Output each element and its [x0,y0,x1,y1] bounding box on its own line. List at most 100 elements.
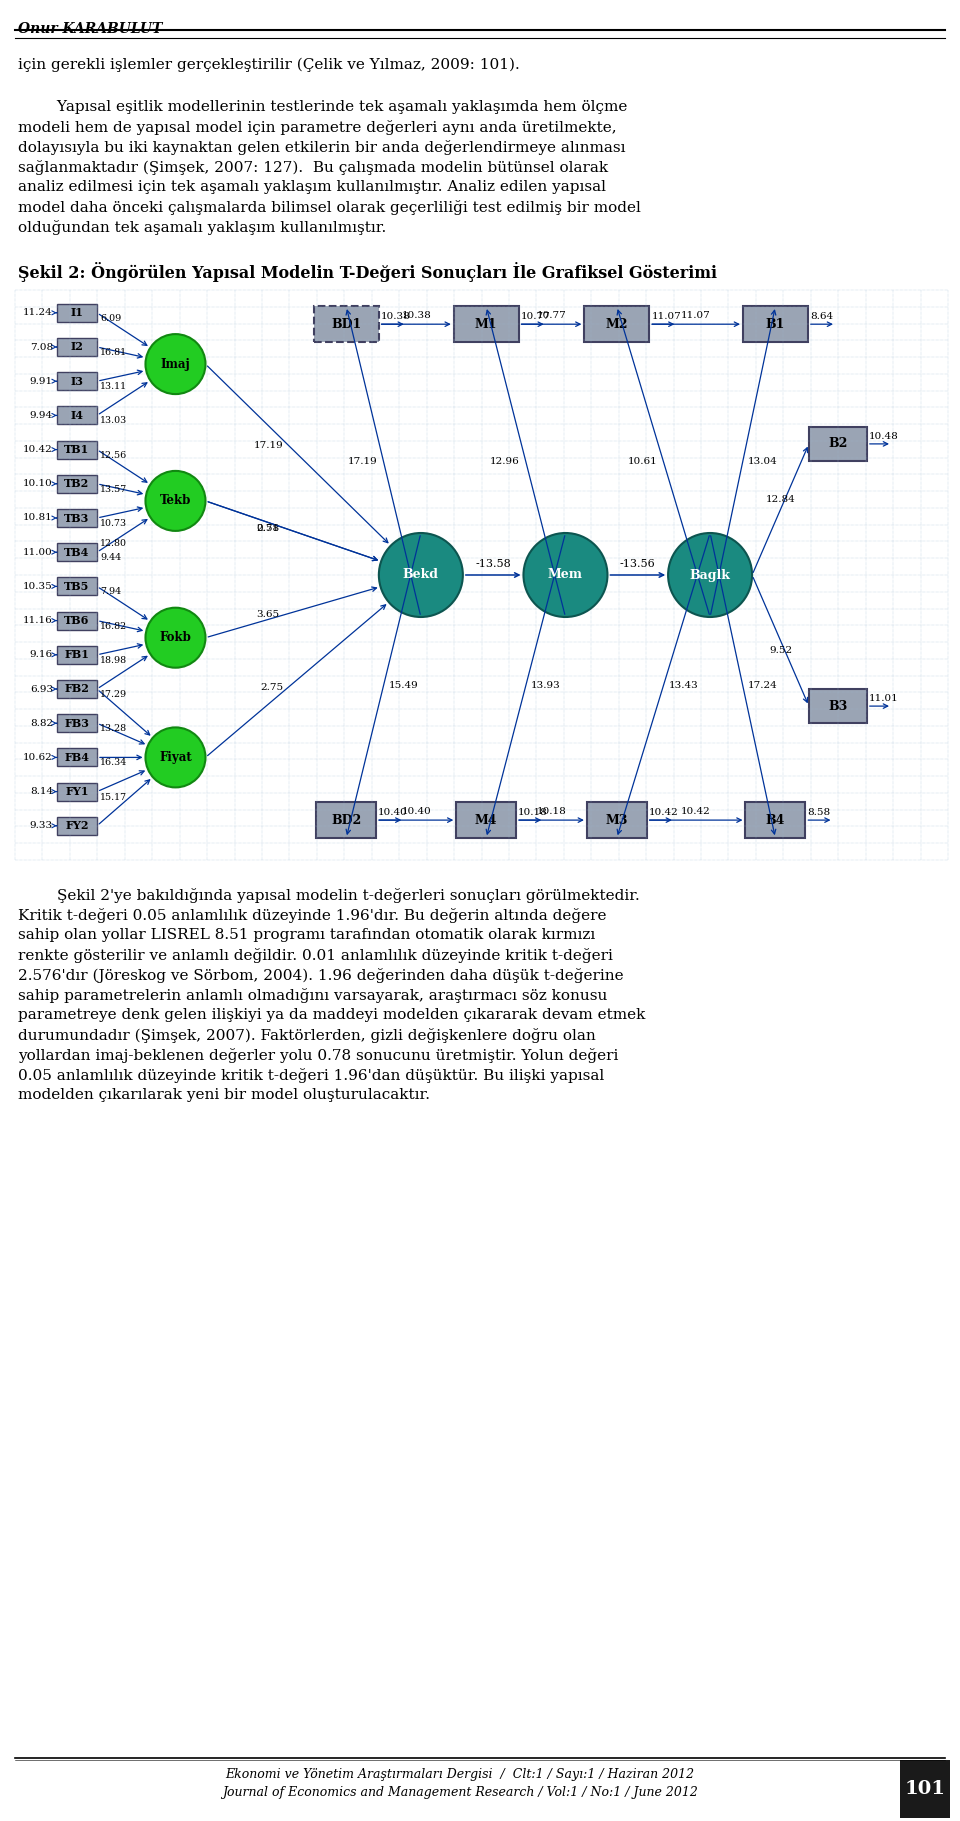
Circle shape [146,333,205,393]
Text: Kritik t-değeri 0.05 anlamlılık düzeyinde 1.96'dır. Bu değerin altında değere: Kritik t-değeri 0.05 anlamlılık düzeyind… [18,909,607,923]
Text: 10.77: 10.77 [537,311,566,320]
FancyBboxPatch shape [57,748,97,767]
Text: 16.82: 16.82 [100,621,127,630]
Text: 101: 101 [904,1779,946,1797]
FancyBboxPatch shape [57,475,97,493]
Text: 17.29: 17.29 [100,690,127,699]
FancyBboxPatch shape [57,406,97,424]
Text: B1: B1 [766,317,785,331]
FancyBboxPatch shape [57,371,97,390]
Text: TB4: TB4 [64,546,89,557]
Text: sahip olan yollar LISREL 8.51 programı tarafından otomatik olarak kırmızı: sahip olan yollar LISREL 8.51 programı t… [18,929,595,941]
Text: yollardan imaj-beklenen değerler yolu 0.78 sonucunu üretmiştir. Yolun değeri: yollardan imaj-beklenen değerler yolu 0.… [18,1049,618,1063]
Text: 10.40: 10.40 [401,807,431,816]
Text: parametreye denk gelen ilişkiyi ya da maddeyi modelden çıkararak devam etmek: parametreye denk gelen ilişkiyi ya da ma… [18,1009,645,1022]
Text: Fiyat: Fiyat [159,750,192,763]
Text: M1: M1 [475,317,497,331]
Text: sahip parametrelerin anlamlı olmadığını varsayarak, araştırmacı söz konusu: sahip parametrelerin anlamlı olmadığını … [18,989,608,1003]
Text: 9.94: 9.94 [30,412,53,421]
FancyBboxPatch shape [57,818,97,834]
Text: 0.05 anlamlılık düzeyinde kritik t-değeri 1.96'dan düşüktür. Bu ilişki yapısal: 0.05 anlamlılık düzeyinde kritik t-değer… [18,1067,604,1083]
Text: 9.52: 9.52 [769,646,792,654]
Text: 10.62: 10.62 [23,752,53,761]
FancyBboxPatch shape [57,304,97,322]
Text: 13.28: 13.28 [100,725,127,734]
Text: Bekd: Bekd [403,568,439,581]
Text: 15.49: 15.49 [389,681,419,690]
Text: 18.98: 18.98 [100,656,127,665]
Text: Şekil 2: Öngörülen Yapısal Modelin T-Değeri Sonuçları İle Grafiksel Gösterimi: Şekil 2: Öngörülen Yapısal Modelin T-Değ… [18,262,717,282]
Text: 10.81: 10.81 [23,514,53,523]
Text: 13.93: 13.93 [531,681,561,690]
Text: Mem: Mem [548,568,583,581]
Text: 9.91: 9.91 [30,377,53,386]
Text: M2: M2 [606,317,628,331]
Text: 10.38: 10.38 [381,311,411,320]
FancyBboxPatch shape [57,783,97,801]
Text: FB3: FB3 [64,717,89,728]
Text: 11.24: 11.24 [23,308,53,317]
Text: 12.84: 12.84 [766,495,796,504]
Text: modelden çıkarılarak yeni bir model oluşturulacaktır.: modelden çıkarılarak yeni bir model oluş… [18,1087,430,1102]
Text: 9.16: 9.16 [30,650,53,659]
Text: Imaj: Imaj [160,357,190,371]
Text: B3: B3 [828,699,848,712]
Text: Onur KARABULUT: Onur KARABULUT [18,22,162,36]
Text: 12.96: 12.96 [490,457,519,466]
FancyBboxPatch shape [57,577,97,595]
Text: 11.07: 11.07 [682,311,711,320]
Text: 11.01: 11.01 [869,694,899,703]
Text: 8.64: 8.64 [810,311,833,320]
Text: TB6: TB6 [64,615,89,626]
Text: 10.42: 10.42 [649,809,679,818]
Text: Fokb: Fokb [159,632,191,645]
FancyBboxPatch shape [745,801,805,838]
Text: 10.10: 10.10 [23,479,53,488]
Text: 11.00: 11.00 [23,548,53,557]
FancyBboxPatch shape [57,679,97,697]
FancyBboxPatch shape [809,426,867,461]
Text: model daha önceki çalışmalarda bilimsel olarak geçerliliği test edilmiş bir mode: model daha önceki çalışmalarda bilimsel … [18,200,641,215]
Text: TB1: TB1 [64,444,89,455]
Text: 10.38: 10.38 [401,311,431,320]
Text: 8.58: 8.58 [807,809,830,818]
Text: 13.11: 13.11 [100,382,127,392]
Circle shape [146,472,205,532]
Text: FB1: FB1 [64,650,89,661]
Text: FB2: FB2 [64,683,89,694]
Text: M4: M4 [475,814,497,827]
FancyBboxPatch shape [454,306,518,342]
Text: 13.04: 13.04 [748,457,778,466]
Text: 10.61: 10.61 [628,457,658,466]
Text: Journal of Economics and Management Research / Vol:1 / No:1 / June 2012: Journal of Economics and Management Rese… [222,1786,698,1799]
FancyBboxPatch shape [57,339,97,355]
FancyBboxPatch shape [57,543,97,561]
Circle shape [523,534,608,617]
Text: 6.93: 6.93 [30,685,53,694]
Text: 12.56: 12.56 [100,450,128,459]
Text: 7.08: 7.08 [30,342,53,351]
FancyBboxPatch shape [587,801,647,838]
Text: 10.48: 10.48 [869,432,899,441]
Text: 15.17: 15.17 [100,792,127,801]
Text: 13.43: 13.43 [668,681,698,690]
Text: -13.58: -13.58 [475,559,511,568]
Text: 10.40: 10.40 [378,809,408,818]
Text: için gerekli işlemler gerçekleştirilir (Çelik ve Yılmaz, 2009: 101).: için gerekli işlemler gerçekleştirilir (… [18,58,519,73]
Text: I3: I3 [70,375,84,386]
Text: Şekil 2'ye bakıldığında yapısal modelin t-değerleri sonuçları görülmektedir.: Şekil 2'ye bakıldığında yapısal modelin … [18,889,639,903]
Text: renkte gösterilir ve anlamlı değildir. 0.01 anlamlılık düzeyinde kritik t-değeri: renkte gösterilir ve anlamlı değildir. 0… [18,949,612,963]
FancyBboxPatch shape [57,714,97,732]
Text: B2: B2 [828,437,848,450]
Text: 10.42: 10.42 [682,807,711,816]
Text: BD1: BD1 [331,317,361,331]
Text: 11.07: 11.07 [651,311,681,320]
Text: 17.19: 17.19 [254,441,284,450]
Text: 12.80: 12.80 [100,539,127,548]
Text: I4: I4 [70,410,84,421]
FancyBboxPatch shape [57,646,97,665]
FancyBboxPatch shape [809,688,867,723]
Text: 10.73: 10.73 [100,519,127,528]
Text: FY2: FY2 [65,819,88,832]
Text: 2.51: 2.51 [256,524,279,532]
